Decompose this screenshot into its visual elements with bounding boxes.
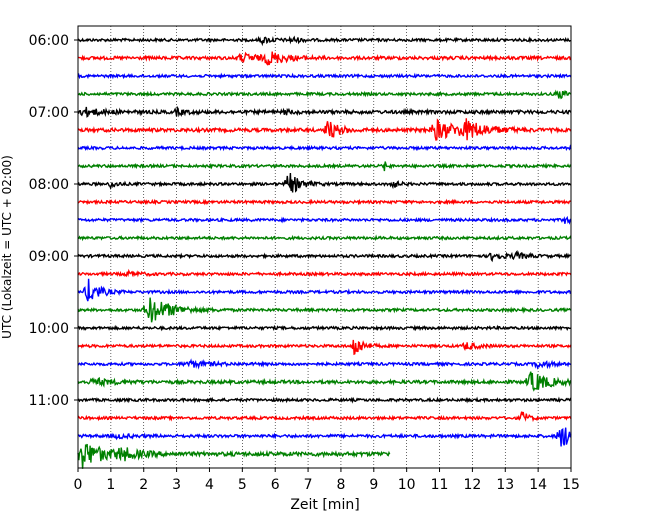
seismogram-trace (77, 198, 572, 206)
x-tick-label: 3 (172, 477, 181, 493)
seismogram-trace (77, 105, 572, 118)
seismogram-trace (78, 396, 572, 404)
seismogram-trace (77, 172, 572, 193)
x-tick-label: 11 (431, 477, 449, 493)
y-tick-label: 10:00 (29, 321, 69, 337)
seismogram-trace (77, 234, 572, 242)
y-tick-label: 11:00 (29, 393, 69, 409)
seismogram-trace (77, 89, 572, 100)
x-tick-label: 0 (74, 477, 83, 493)
seismogram-trace (77, 72, 572, 80)
seismogram-trace (77, 371, 572, 392)
seismogram-trace (77, 215, 572, 225)
x-tick-label: 9 (369, 477, 378, 493)
seismogram-trace (77, 278, 572, 302)
x-tick-label: 4 (205, 477, 214, 493)
x-axis: 0 1 2 3 4 5 6 7 8 9 10 11 12 13 14 15 (74, 468, 580, 493)
seismogram-trace (77, 161, 572, 172)
seismogram-trace (77, 35, 571, 47)
y-tick-label: 07:00 (29, 105, 69, 121)
seismogram-trace (77, 249, 572, 263)
seismogram-trace (77, 443, 391, 469)
seismogram-trace (77, 268, 572, 278)
seismogram-trace (77, 358, 572, 370)
x-axis-label: Zeit [min] (290, 497, 359, 513)
x-tick-label: 7 (304, 477, 313, 493)
x-tick-label: 6 (271, 477, 280, 493)
y-axis: 06:00 07:00 08:00 09:00 10:00 11:00 (29, 33, 78, 409)
seismogram-trace (77, 411, 572, 423)
seismogram-trace (77, 339, 572, 356)
seismogram-trace (77, 144, 572, 152)
x-tick-label: 14 (529, 477, 547, 493)
y-tick-label: 09:00 (29, 249, 69, 265)
seismogram-trace (77, 324, 572, 332)
x-tick-label: 12 (463, 477, 481, 493)
x-tick-label: 2 (139, 477, 148, 493)
plot-frame (77, 25, 572, 469)
y-tick-label: 06:00 (29, 33, 69, 49)
seismogram-trace (77, 118, 572, 141)
x-tick-label: 8 (336, 477, 345, 493)
y-axis-label: UTC (Lokalzeit = UTC + 02:00) (0, 155, 14, 339)
seismogram-trace (77, 51, 572, 66)
x-tick-label: 10 (398, 477, 416, 493)
x-tick-label: 5 (238, 477, 247, 493)
x-tick-label: 15 (562, 477, 580, 493)
x-tick-label: 13 (496, 477, 514, 493)
trace-group (77, 35, 572, 469)
y-tick-label: 08:00 (29, 177, 69, 193)
seismogram-trace (77, 297, 572, 323)
x-tick-label: 1 (106, 477, 115, 493)
seismogram-trace (77, 427, 572, 447)
